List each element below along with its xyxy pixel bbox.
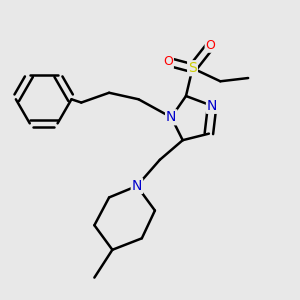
- Text: N: N: [207, 99, 217, 113]
- Text: S: S: [188, 61, 197, 75]
- Text: O: O: [163, 55, 173, 68]
- Text: O: O: [206, 39, 215, 52]
- Text: N: N: [132, 179, 142, 193]
- Text: N: N: [166, 110, 176, 124]
